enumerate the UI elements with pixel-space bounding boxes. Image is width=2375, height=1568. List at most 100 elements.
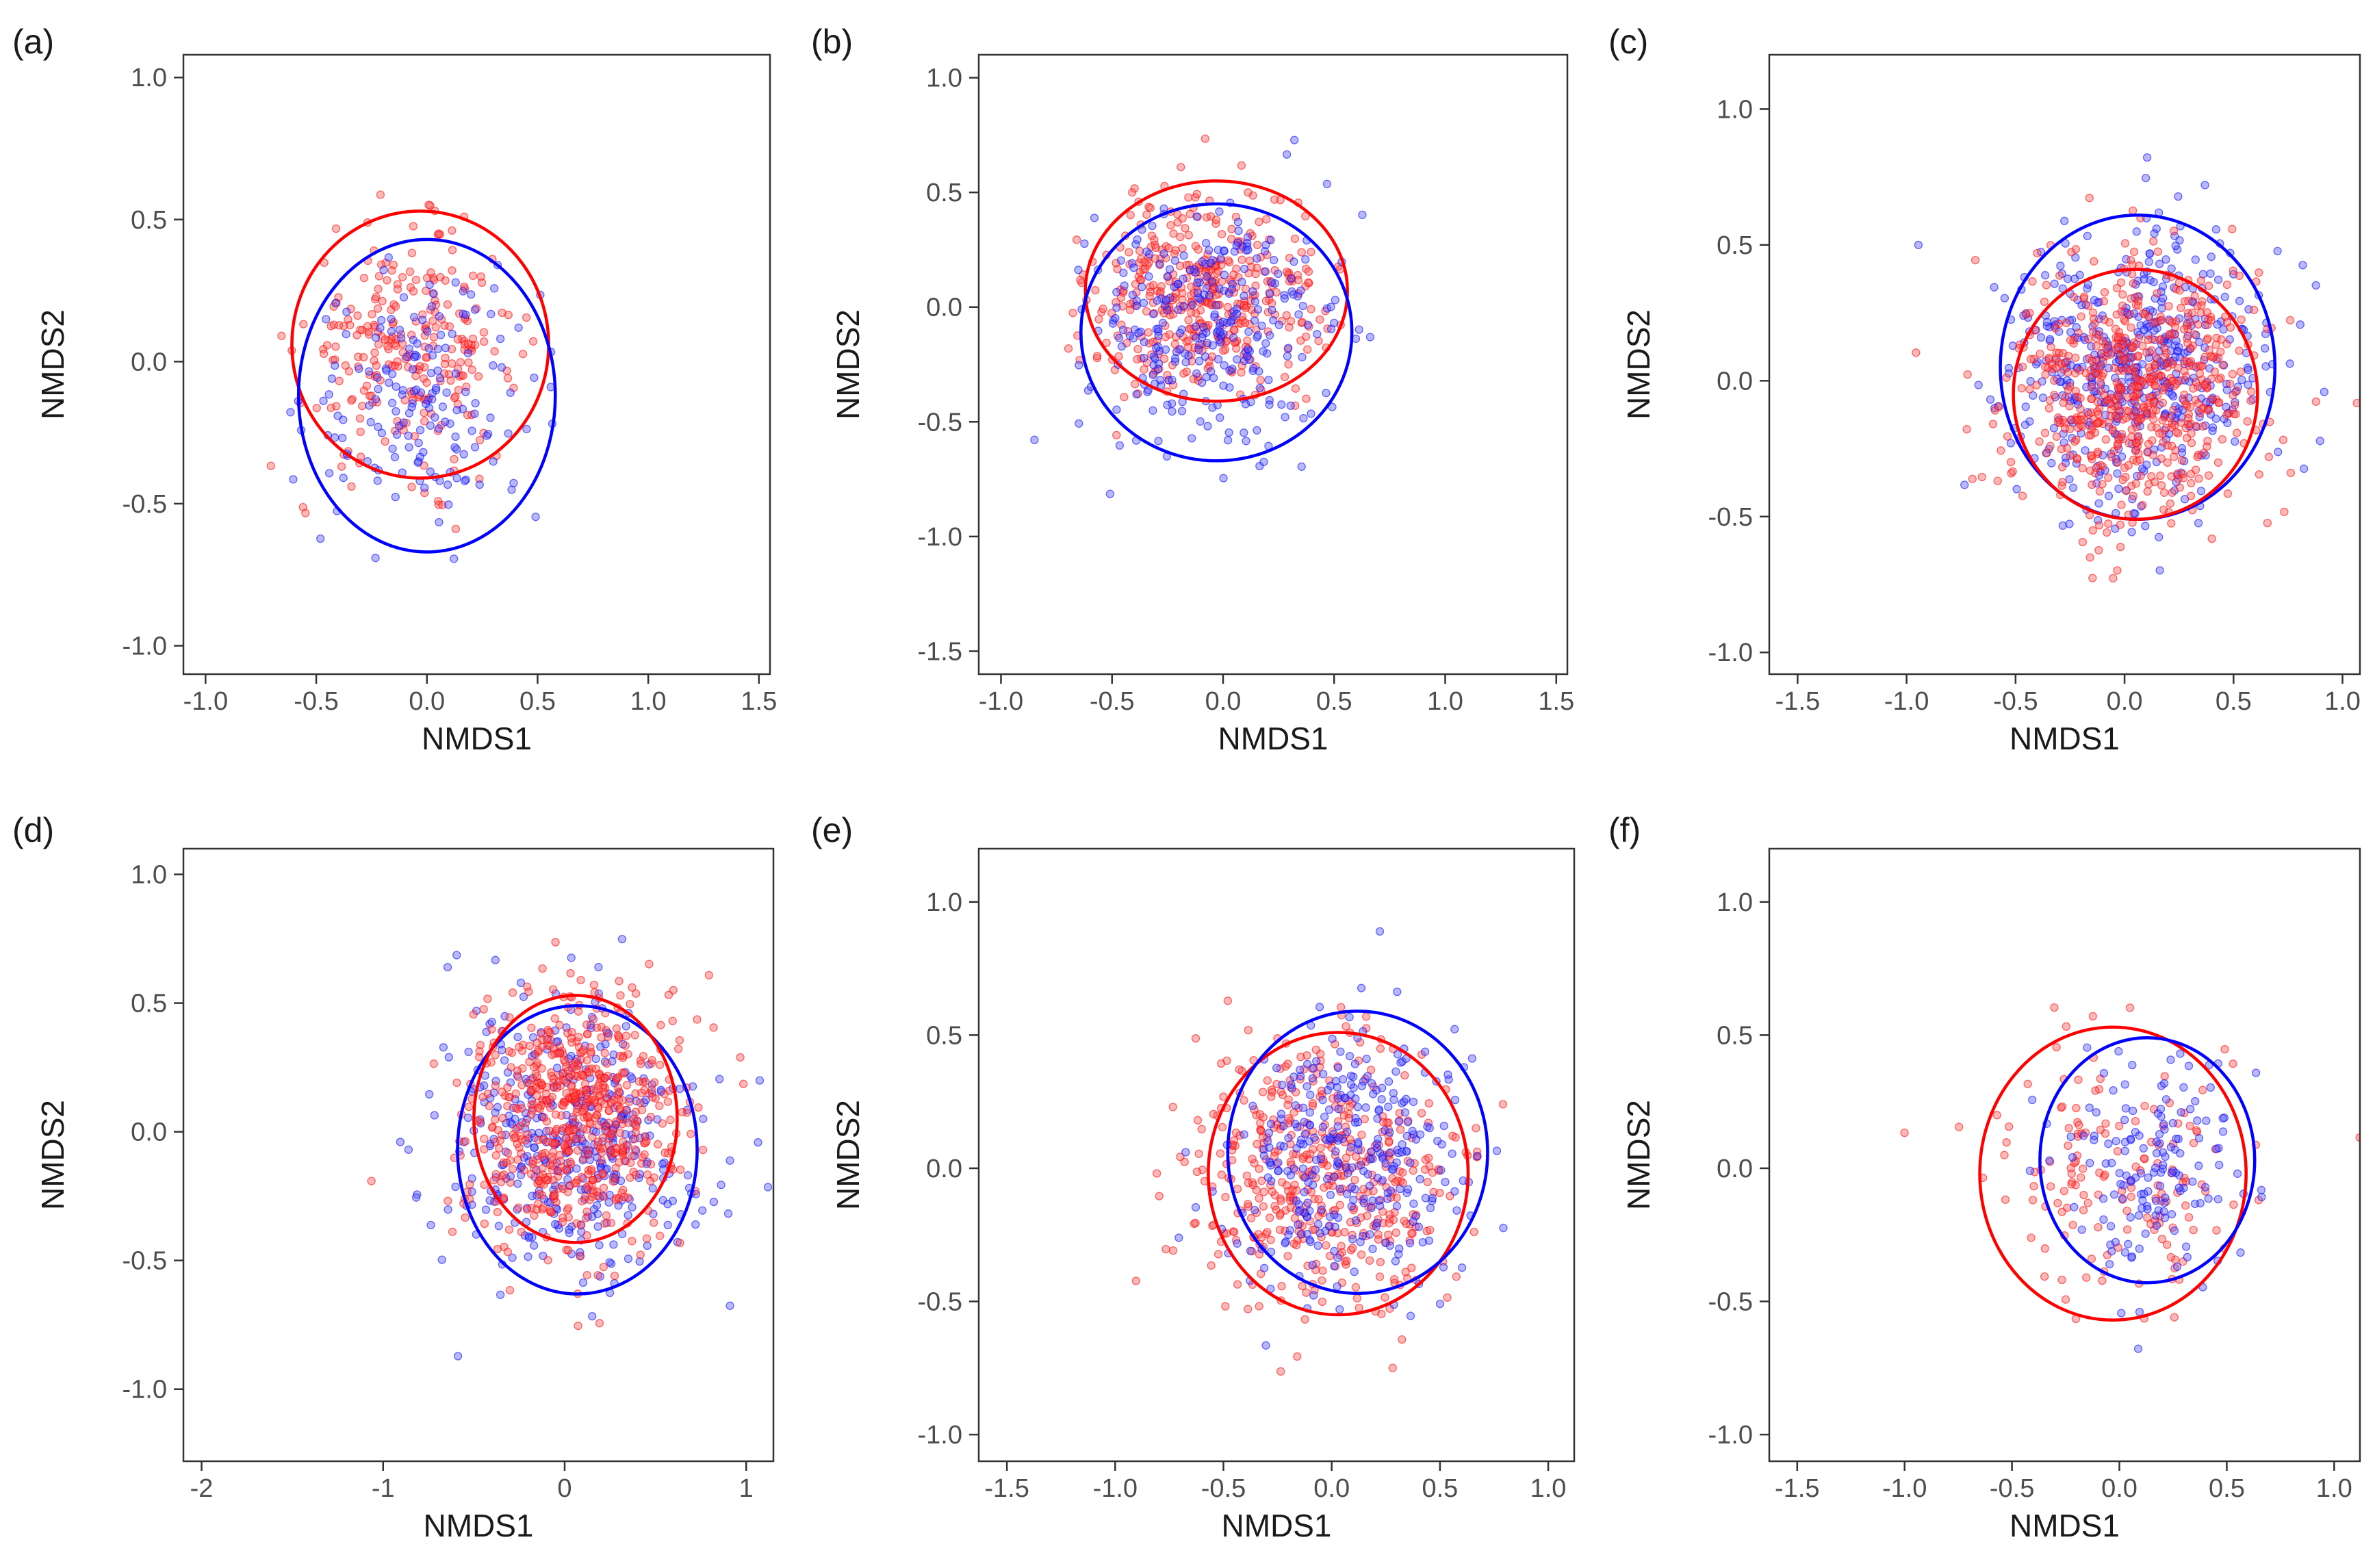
data-point: [475, 435, 485, 445]
data-point: [594, 962, 603, 972]
data-point: [2217, 335, 2226, 344]
data-point: [1365, 333, 1375, 342]
data-point: [634, 1173, 643, 1183]
data-point: [1296, 1139, 1305, 1148]
data-point: [2087, 394, 2096, 403]
data-point: [2061, 358, 2070, 367]
data-point: [1317, 1205, 1326, 1214]
data-point: [1377, 1095, 1386, 1104]
data-point: [341, 361, 350, 370]
data-point: [399, 418, 408, 427]
data-point: [594, 1120, 603, 1130]
data-point: [1426, 1225, 1435, 1235]
data-point: [1111, 313, 1120, 323]
data-point: [1179, 251, 1188, 260]
data-point: [1294, 276, 1303, 285]
data-point: [1365, 1230, 1374, 1239]
data-point: [1133, 344, 1142, 354]
data-point: [508, 988, 517, 997]
data-point: [1290, 136, 1299, 144]
data-point: [2066, 1132, 2075, 1142]
data-point: [1344, 1169, 1352, 1178]
data-point: [2106, 411, 2115, 420]
data-point: [2243, 417, 2252, 426]
data-point: [715, 1075, 724, 1083]
data-point: [448, 1227, 457, 1236]
data-point: [1391, 1228, 1400, 1237]
data-point: [483, 994, 492, 1003]
data-point: [1435, 1188, 1444, 1198]
data-point: [1393, 1050, 1402, 1059]
data-point: [2190, 292, 2199, 300]
data-point: [1252, 1185, 1261, 1194]
data-point: [1424, 1153, 1433, 1162]
data-point: [580, 1192, 590, 1201]
data-point: [1420, 1165, 1430, 1174]
data-point: [1300, 1187, 1309, 1196]
data-point: [2191, 255, 2200, 264]
data-point: [2072, 454, 2081, 463]
data-point: [489, 1176, 498, 1185]
data-point: [1184, 231, 1193, 240]
data-point: [496, 1177, 506, 1187]
data-point: [1263, 1227, 1272, 1237]
data-point: [469, 1010, 478, 1019]
data-point: [2261, 344, 2270, 353]
data-point: [2120, 317, 2130, 326]
data-point: [463, 339, 473, 348]
data-point: [1439, 1263, 1448, 1272]
data-point: [2078, 537, 2088, 547]
data-point: [2211, 225, 2221, 234]
data-point: [1317, 1201, 1326, 1210]
data-point: [1216, 254, 1225, 263]
data-point: [441, 276, 450, 285]
data-point: [513, 1179, 522, 1188]
data-point: [2129, 342, 2138, 352]
data-point: [1365, 1155, 1374, 1164]
data-point: [409, 287, 418, 296]
data-point: [443, 300, 452, 309]
data-point: [420, 417, 429, 426]
data-point: [2166, 1252, 2176, 1262]
data-point: [2135, 436, 2144, 445]
data-point: [1188, 434, 1196, 443]
data-point: [1168, 1246, 1178, 1255]
data-point: [665, 1086, 674, 1095]
data-point: [2170, 452, 2179, 461]
y-axis-title: NMDS2: [830, 309, 866, 420]
data-point: [2175, 286, 2184, 295]
data-point: [415, 452, 424, 461]
data-point: [2188, 361, 2198, 370]
data-point: [1112, 405, 1121, 414]
data-point: [1274, 1166, 1283, 1176]
data-point: [491, 1081, 500, 1090]
data-point: [1237, 161, 1246, 170]
data-point: [1225, 383, 1234, 392]
data-point: [1286, 316, 1296, 326]
data-point: [424, 201, 433, 209]
data-point: [602, 1211, 611, 1220]
x-tick-label: 0.0: [1313, 1474, 1350, 1503]
data-point: [1359, 1198, 1368, 1207]
data-point: [1250, 297, 1259, 306]
data-point: [1250, 1205, 1259, 1215]
data-point: [1372, 1218, 1382, 1227]
data-point: [373, 373, 382, 382]
data-point: [595, 1319, 604, 1328]
data-point: [2065, 475, 2074, 484]
data-point: [2079, 1206, 2088, 1215]
data-point: [1346, 1071, 1356, 1081]
data-point: [452, 445, 461, 454]
data-point: [2149, 415, 2158, 424]
data-point: [1409, 1217, 1417, 1226]
data-point: [615, 1088, 624, 1096]
data-point: [562, 1165, 571, 1174]
data-point: [531, 513, 540, 522]
data-point: [660, 1148, 669, 1157]
panel-e: (e)-1.5 -1.0 -0.5 0.0 0.5 1.0-1.0-0.50.00.51.…: [811, 811, 1576, 1543]
data-point: [537, 1029, 545, 1038]
data-point: [2264, 452, 2274, 461]
panel-label: (b): [811, 23, 853, 61]
x-tick-label: -0.5: [1990, 1474, 2034, 1503]
data-point: [1140, 337, 1148, 346]
